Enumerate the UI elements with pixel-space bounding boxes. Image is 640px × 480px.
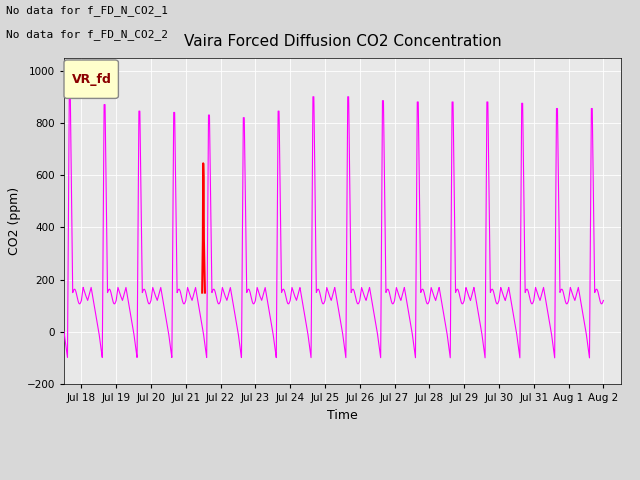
Title: Vaira Forced Diffusion CO2 Concentration: Vaira Forced Diffusion CO2 Concentration (184, 35, 501, 49)
Text: VR_fd: VR_fd (72, 72, 111, 86)
Text: No data for f_FD_N_CO2_2: No data for f_FD_N_CO2_2 (6, 29, 168, 40)
Y-axis label: CO2 (ppm): CO2 (ppm) (8, 187, 21, 255)
Text: No data for f_FD_N_CO2_1: No data for f_FD_N_CO2_1 (6, 5, 168, 16)
Legend: West soil, West air: West soil, West air (218, 476, 467, 480)
X-axis label: Time: Time (327, 408, 358, 421)
